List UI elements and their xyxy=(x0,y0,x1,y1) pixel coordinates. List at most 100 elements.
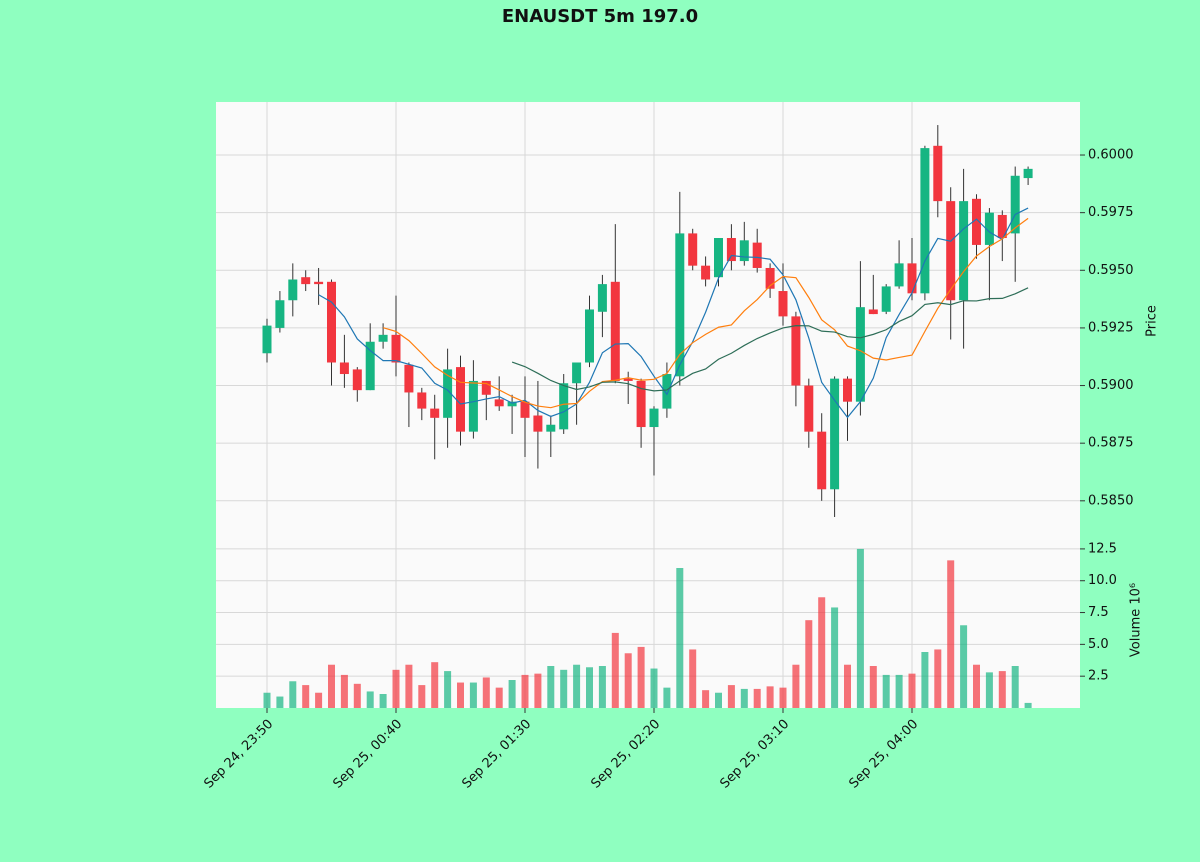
volume-bar xyxy=(663,687,671,708)
volume-bar xyxy=(831,607,839,708)
volume-bar xyxy=(263,692,271,708)
candle-body xyxy=(791,316,801,386)
volume-bar xyxy=(353,683,361,708)
candle-body xyxy=(817,431,827,490)
candle-body xyxy=(688,233,698,266)
candle-body xyxy=(546,424,556,432)
candle-body xyxy=(430,408,440,418)
candle-body xyxy=(636,380,646,428)
volume-bar xyxy=(482,677,490,708)
candle-body xyxy=(1010,175,1020,234)
x-tick-label: Sep 25, 00:40 xyxy=(330,717,405,792)
y2-tick-label: 10.0 xyxy=(1088,573,1117,588)
volume-bar xyxy=(418,685,426,708)
price-axis-label: Price xyxy=(1145,305,1160,337)
candle-body xyxy=(468,380,478,432)
y-tick-label: 0.5900 xyxy=(1088,378,1134,393)
volume-bar xyxy=(521,674,529,708)
volume-bar xyxy=(573,664,581,708)
x-tick-label: Sep 24, 23:50 xyxy=(201,717,276,792)
volume-bar xyxy=(289,681,297,708)
volume-bar xyxy=(560,669,568,708)
volume-bar xyxy=(457,682,464,708)
volume-bar xyxy=(934,649,942,708)
volume-bar xyxy=(405,664,413,708)
volume-bar xyxy=(340,674,348,708)
volume-bar xyxy=(805,620,813,708)
candle-body xyxy=(572,362,582,384)
volume-bar xyxy=(856,548,864,708)
y-tick-label: 0.5975 xyxy=(1088,205,1134,220)
volume-bar xyxy=(960,625,968,708)
volume-bar xyxy=(392,669,400,708)
volume-bar xyxy=(302,685,310,708)
volume-bar xyxy=(366,691,374,708)
y2-tick-label: 7.5 xyxy=(1088,605,1109,620)
candle-body xyxy=(443,369,453,418)
moving-average-line xyxy=(318,207,1029,419)
candle-body xyxy=(1023,168,1033,179)
volume-bar xyxy=(779,687,787,708)
candle-body xyxy=(933,145,943,202)
volume-bar xyxy=(985,672,993,708)
volume-bar xyxy=(895,674,903,708)
volume-bar xyxy=(379,694,387,708)
x-tick-label: Sep 25, 04:00 xyxy=(846,717,921,792)
candle-body xyxy=(778,291,788,317)
candle-body xyxy=(275,300,285,328)
candle-body xyxy=(352,369,362,391)
candle-body xyxy=(365,341,375,391)
volume-bar xyxy=(598,666,606,708)
candle-body xyxy=(481,380,491,395)
volume-bar xyxy=(315,692,323,708)
candle-body xyxy=(907,263,917,294)
volume-bar xyxy=(624,653,632,708)
volume-bar xyxy=(508,680,516,708)
volume-bar xyxy=(469,682,477,708)
candle-body xyxy=(559,383,569,430)
volume-bar xyxy=(715,692,722,708)
plot-area xyxy=(216,102,1080,708)
candle-body xyxy=(946,201,956,301)
volume-bar xyxy=(753,688,761,708)
candle-body xyxy=(597,284,607,312)
moving-average-line xyxy=(511,287,1029,392)
candle-body xyxy=(339,362,349,375)
candle-body xyxy=(494,399,504,407)
volume-bar xyxy=(495,687,503,708)
x-tick-label: Sep 25, 01:30 xyxy=(459,717,534,792)
candle-body xyxy=(288,279,298,301)
chart-title: ENAUSDT 5m 197.0 xyxy=(502,6,698,27)
candle-body xyxy=(984,212,994,245)
candle-body xyxy=(726,238,736,262)
y-tick-label: 0.5950 xyxy=(1088,263,1134,278)
volume-bar xyxy=(792,664,800,708)
volume-bar xyxy=(818,597,826,708)
candle-body xyxy=(391,334,401,363)
volume-bar xyxy=(844,664,851,708)
candle-body xyxy=(507,401,517,407)
volume-bar xyxy=(882,674,890,708)
volume-bar xyxy=(444,671,452,708)
candle-body xyxy=(314,281,324,285)
candle-body xyxy=(804,385,814,432)
volume-bar xyxy=(1011,666,1019,708)
candle-body xyxy=(327,281,336,363)
candle-body xyxy=(997,214,1007,239)
volume-bar xyxy=(547,666,555,708)
volume-bar xyxy=(947,560,955,708)
y-tick-label: 0.6000 xyxy=(1088,148,1134,163)
volume-bar xyxy=(973,664,980,708)
candle-body xyxy=(739,240,749,262)
candle-body xyxy=(675,233,685,377)
candle-body xyxy=(972,198,981,245)
volume-axis-label: Volume 10⁶ xyxy=(1129,583,1144,657)
candle-body xyxy=(843,378,852,402)
candle-body xyxy=(456,367,465,432)
volume-bar xyxy=(702,690,710,708)
candle-body xyxy=(301,277,311,285)
volume-bar xyxy=(534,673,542,708)
candle-body xyxy=(868,309,878,315)
candle-body xyxy=(662,374,672,409)
